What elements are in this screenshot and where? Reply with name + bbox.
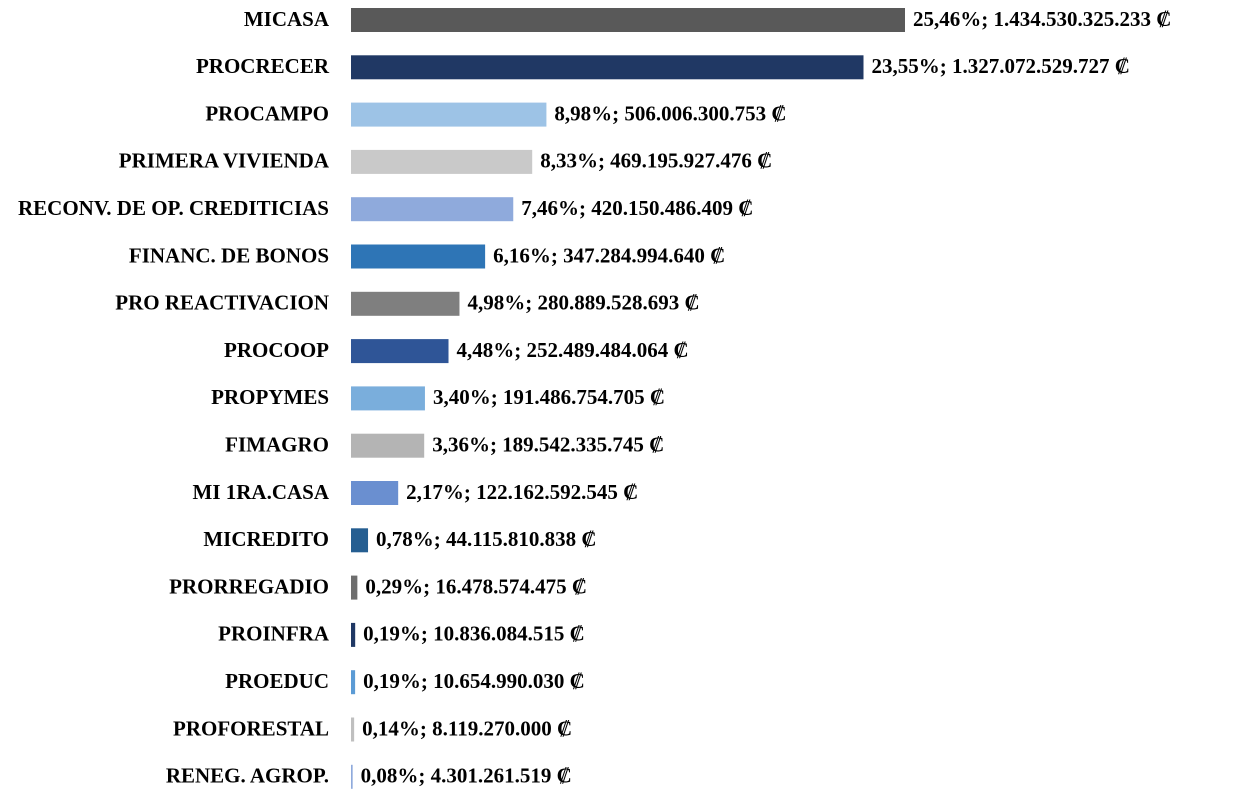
- bar: [351, 291, 460, 316]
- bar: [351, 622, 356, 647]
- category-label: FIMAGRO: [225, 433, 329, 457]
- value-label: 3,40%; 191.486.754.705 ₡: [433, 385, 665, 409]
- category-label: PROCOOP: [224, 338, 329, 362]
- value-label: 7,46%; 420.150.486.409 ₡: [521, 196, 753, 220]
- category-label: FINANC. DE BONOS: [129, 243, 329, 267]
- bar: [351, 528, 369, 553]
- bar: [351, 197, 514, 222]
- value-label: 25,46%; 1.434.530.325.233 ₡: [913, 7, 1171, 31]
- category-label: RENEG. AGROP.: [166, 764, 329, 788]
- category-label: PRO REACTIVACION: [115, 291, 329, 315]
- value-label: 4,48%; 252.489.484.064 ₡: [457, 338, 689, 362]
- category-label: MI 1RA.CASA: [193, 480, 330, 504]
- category-label: MICASA: [244, 7, 330, 31]
- category-label: PROCAMPO: [205, 101, 329, 125]
- value-label: 0,78%; 44.115.810.838 ₡: [376, 527, 597, 551]
- category-label: PRORREGADIO: [169, 574, 329, 598]
- category-label: PROPYMES: [211, 385, 329, 409]
- value-label: 4,98%; 280.889.528.693 ₡: [467, 291, 699, 315]
- bar: [351, 575, 358, 600]
- value-label: 8,98%; 506.006.300.753 ₡: [554, 101, 786, 125]
- category-label: PROINFRA: [218, 622, 330, 646]
- bar: [351, 55, 864, 80]
- bar: [351, 8, 905, 32]
- bar: [351, 149, 533, 174]
- category-label: PROFORESTAL: [173, 716, 329, 740]
- category-label: PRIMERA VIVIENDA: [119, 149, 330, 173]
- bar: [351, 244, 486, 269]
- category-label: PROEDUC: [225, 669, 329, 693]
- category-label: RECONV. DE OP. CREDITICIAS: [18, 196, 329, 220]
- value-label: 2,17%; 122.162.592.545 ₡: [406, 480, 638, 504]
- bar: [351, 481, 399, 505]
- bar: [351, 717, 355, 742]
- category-label: PROCRECER: [196, 54, 330, 78]
- value-label: 0,08%; 4.301.261.519 ₡: [361, 764, 572, 788]
- value-label: 3,36%; 189.542.335.745 ₡: [432, 433, 664, 457]
- bar: [351, 386, 425, 411]
- value-label: 0,19%; 10.654.990.030 ₡: [363, 669, 585, 693]
- value-label: 0,29%; 16.478.574.475 ₡: [365, 574, 587, 598]
- bar: [351, 670, 356, 695]
- bar: [351, 339, 449, 364]
- category-label: MICREDITO: [203, 527, 329, 551]
- bar: [351, 433, 425, 458]
- value-label: 0,14%; 8.119.270.000 ₡: [362, 716, 572, 740]
- bar: [351, 764, 353, 789]
- value-label: 8,33%; 469.195.927.476 ₡: [540, 149, 772, 173]
- value-label: 0,19%; 10.836.084.515 ₡: [363, 622, 585, 646]
- bar: [351, 102, 547, 127]
- value-label: 23,55%; 1.327.072.529.727 ₡: [872, 54, 1130, 78]
- value-label: 6,16%; 347.284.994.640 ₡: [493, 243, 725, 267]
